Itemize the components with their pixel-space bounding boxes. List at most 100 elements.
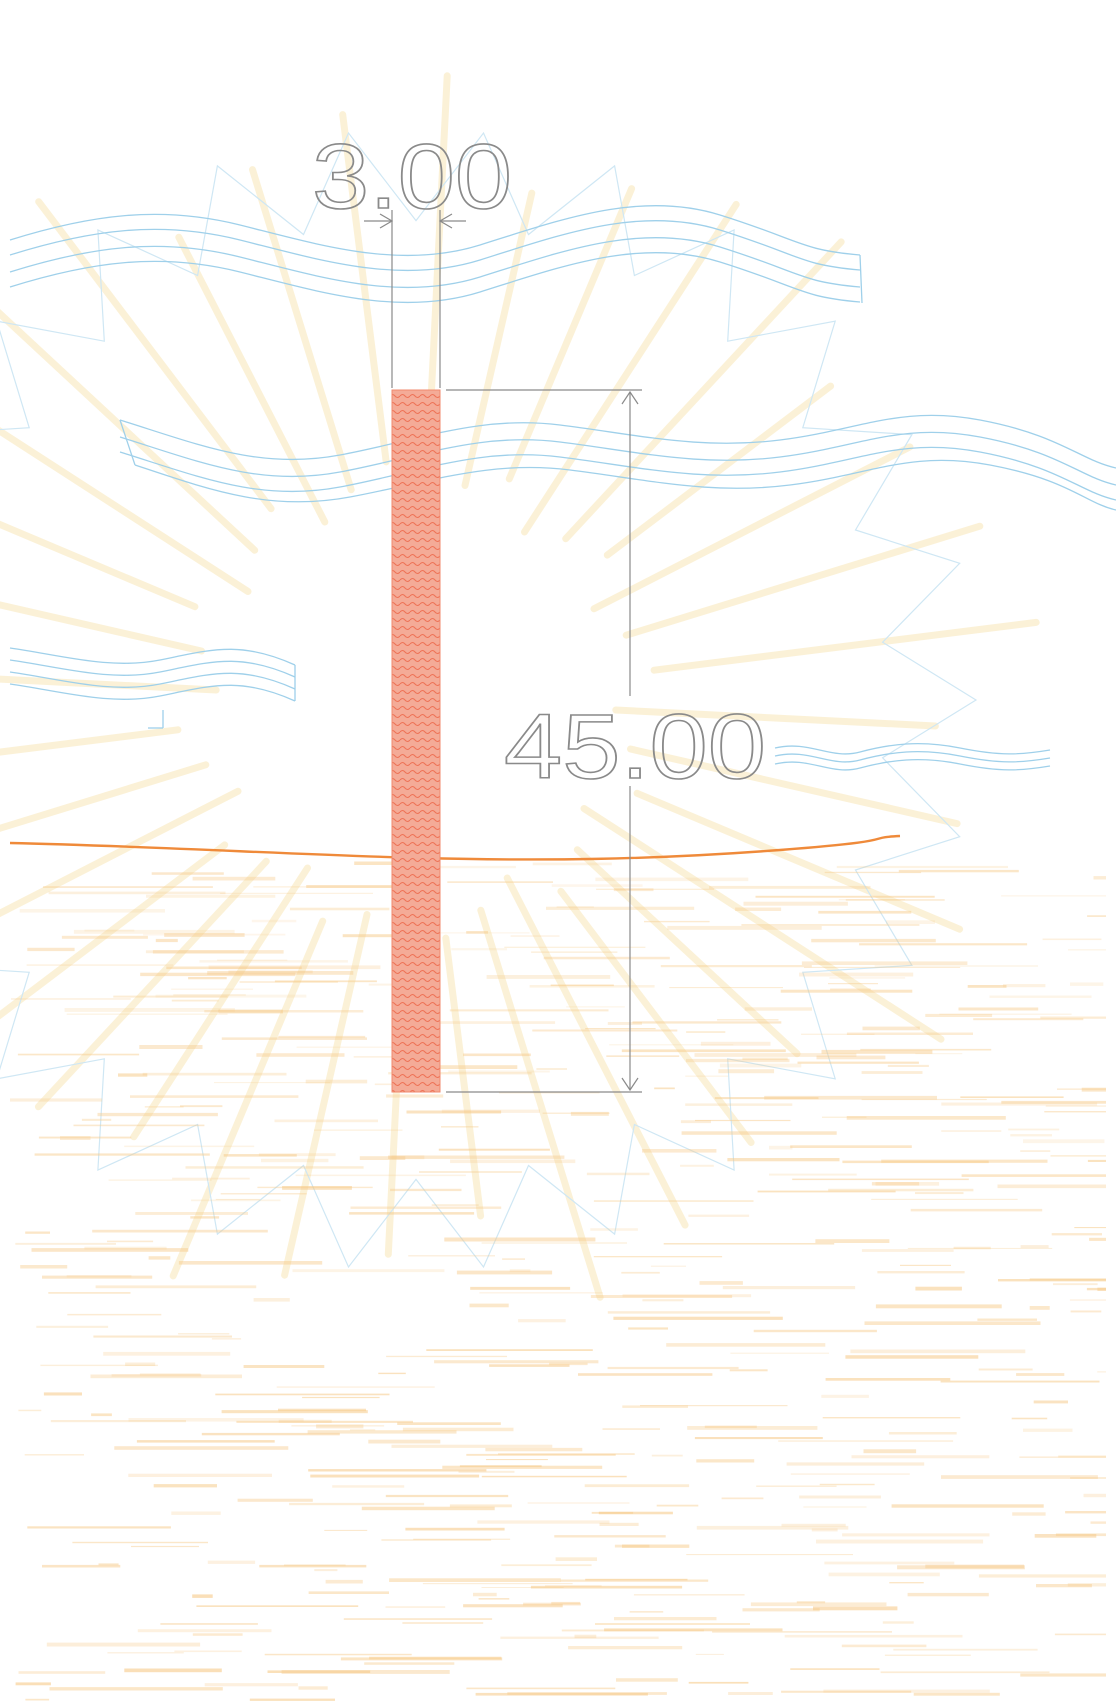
ground-stroke [46,1642,201,1647]
ground-stroke [253,1298,290,1302]
ground-stroke [799,972,914,977]
ground-stroke [188,977,227,980]
ground-stroke [305,1079,368,1084]
ground-stroke [801,1033,875,1035]
ground-stroke [1008,1128,1060,1131]
ground-stroke [31,1248,189,1252]
ground-stroke [504,946,646,948]
ground-stroke [510,935,560,937]
ground-stroke [1083,1493,1106,1498]
ground-stroke [278,1035,366,1038]
ground-stroke [139,1045,203,1049]
ground-stroke [595,1623,750,1625]
ground-stroke [485,1447,583,1452]
ground-stroke [680,1164,714,1167]
ground-stroke [913,1692,1000,1696]
ground-stroke [111,1374,202,1377]
ground-stroke [60,1136,91,1140]
ground-stroke [651,1454,683,1457]
ground-stroke [730,1352,829,1354]
ground-stroke [799,1495,881,1499]
ground-stroke [405,1527,505,1531]
ground-stroke [644,920,710,923]
ground-stroke [1001,895,1106,897]
ground-stroke [25,1698,50,1701]
ground-stroke [1001,1100,1106,1104]
ground-stroke [1045,1105,1106,1107]
ground-stroke [741,924,920,926]
ground-stroke [459,1465,542,1468]
ground-stroke [846,1116,1006,1120]
ground-stroke [66,1275,132,1278]
ground-stroke [650,1265,686,1267]
ground-stroke [295,1174,466,1177]
ground-stroke [15,1242,116,1245]
ground-stroke [859,943,1028,946]
ground-stroke [554,1535,666,1538]
ground-stroke [786,1462,925,1466]
ground-stroke [663,1243,835,1245]
ground-stroke [714,1097,819,1100]
ground-stroke [124,1668,222,1673]
ground-stroke [1036,1584,1092,1588]
wave-band-middle [119,414,1116,511]
wave-band-left [9,647,296,729]
ground-stroke [609,1044,734,1046]
ground-stroke [125,1362,156,1366]
ground-stroke [1070,1310,1102,1313]
ground-stroke [822,1417,961,1419]
ground-stroke [243,1365,325,1368]
ground-stroke [632,1021,782,1024]
ground-stroke [978,1368,1033,1371]
ground-stroke [385,1494,509,1498]
starburst-outline [0,131,978,1269]
sun-ray [130,864,311,1141]
ground-stroke [875,1304,1002,1309]
ground-stroke [568,1646,683,1650]
ground-stroke [385,1606,446,1608]
ground-stroke [281,1670,450,1674]
ground-stroke [251,919,297,923]
ground-stroke [660,965,812,968]
ground-stroke [821,1394,869,1398]
ground-stroke [361,1506,495,1511]
ground-stroke [24,1454,84,1456]
ground-stroke [388,1155,565,1159]
sun-ray [573,846,801,1058]
ground-stroke [753,1329,877,1333]
ground-stroke [498,1453,635,1455]
ground-stroke [1086,1287,1106,1291]
ground-stroke [478,1598,510,1600]
ground-stroke [695,1119,791,1122]
ground-stroke [694,1437,823,1440]
height-dimension [446,389,642,1093]
ground-stroke [1065,1511,1106,1514]
ground-stroke [426,1349,593,1351]
ground-stroke [590,1228,638,1231]
ground-stroke [42,1275,153,1279]
ground-stroke [118,1073,148,1077]
ground-stroke [578,1373,713,1376]
ground-stroke [719,1063,802,1068]
ground-stroke [941,1102,1098,1106]
ground-stroke [43,1392,82,1396]
ground-stroke [545,1585,602,1587]
ground-stroke [953,1246,991,1250]
ground-stroke [960,1096,1064,1098]
ground-stroke [712,1631,892,1633]
ground-stroke [291,1425,385,1427]
sun-ray [0,761,210,832]
ground-stroke [828,1188,974,1192]
ground-stroke [1067,1583,1106,1587]
ground-stroke [613,1316,783,1320]
ground-stroke [532,862,612,866]
ground-stroke [204,1683,298,1687]
ground-stroke [742,1608,820,1612]
ground-stroke [523,1602,581,1606]
ground-stroke [602,1428,660,1430]
ground-stroke [152,950,284,954]
ground-stroke [192,1594,213,1598]
ground-stroke [585,1028,656,1030]
ground-stroke [1070,982,1104,986]
ground-stroke [160,1623,258,1625]
